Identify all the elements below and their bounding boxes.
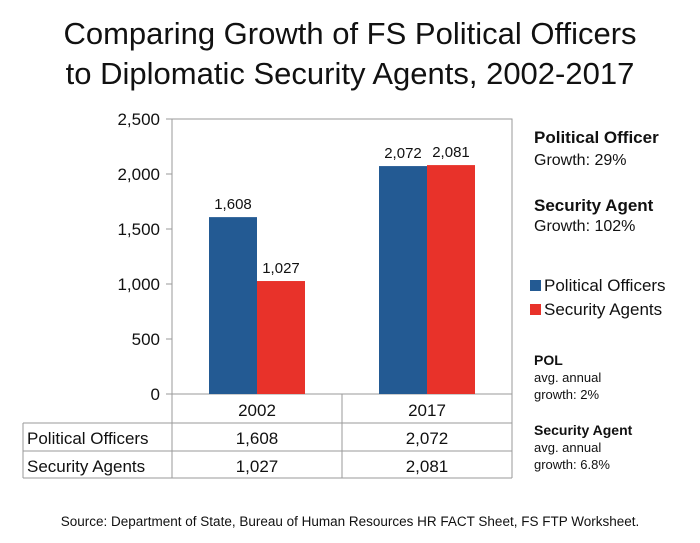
- bar-value-label: 1,027: [262, 260, 300, 277]
- table-cell: 1,027: [236, 457, 279, 476]
- y-tick-label: 2,000: [117, 165, 160, 184]
- legend-label-political-officers: Political Officers: [544, 276, 666, 295]
- x-category-label: 2002: [238, 401, 276, 420]
- bar-value-label: 2,081: [432, 144, 470, 161]
- legend-item-security-agents: Security Agents: [530, 300, 662, 320]
- legend-item-political-officers: Political Officers: [530, 276, 666, 296]
- table-row-label: Security Agents: [27, 457, 145, 476]
- political-officer-heading: Political Officer: [534, 128, 659, 147]
- bar-value-label: 1,608: [214, 196, 252, 213]
- data-table: 2002 2017 Political Officers 1,608 2,072 Secu…: [22, 394, 513, 479]
- security-annual-heading: Security Agent: [534, 422, 633, 438]
- y-tick-label: 1,500: [117, 220, 160, 239]
- pol-annual-line-1: avg. annual: [534, 370, 602, 385]
- chart-title-line-2: to Diplomatic Security Agents, 2002-2017: [65, 56, 635, 91]
- chart-bars: 1,608 1,027 2,072 2,081: [209, 144, 475, 394]
- security-annual-line-2: growth: 6.8%: [534, 457, 610, 472]
- bar: [257, 281, 305, 394]
- chart-axes: 0 500 1,000 1,500 2,000 2,500: [117, 110, 513, 404]
- y-tick-label: 0: [151, 385, 160, 404]
- table-cell: 2,072: [406, 429, 449, 448]
- chart-title: Comparing Growth of FS Political Officer…: [0, 14, 700, 94]
- political-officer-growth: Growth: 29%: [534, 152, 627, 169]
- y-tick-label: 500: [132, 330, 160, 349]
- security-annual-line-1: avg. annual: [534, 440, 602, 455]
- source-note: Source: Department of State, Bureau of H…: [60, 514, 640, 529]
- y-tick-label: 2,500: [117, 110, 160, 129]
- pol-annual-heading: POL: [534, 352, 563, 368]
- table-cell: 1,608: [236, 429, 279, 448]
- security-agent-heading: Security Agent: [534, 196, 654, 215]
- bar: [427, 165, 475, 394]
- bar: [209, 217, 257, 394]
- x-category-label: 2017: [408, 401, 446, 420]
- security-agent-growth: Growth: 102%: [534, 218, 636, 235]
- legend-label-security-agents: Security Agents: [544, 300, 663, 319]
- chart-title-line-1: Comparing Growth of FS Political Officer…: [63, 16, 637, 51]
- table-cell: 2,081: [406, 457, 449, 476]
- legend-swatch-political-officers: [530, 280, 541, 291]
- table-row-label: Political Officers: [27, 429, 149, 448]
- legend-swatch-security-agents: [530, 304, 541, 315]
- y-tick-label: 1,000: [117, 275, 160, 294]
- bar-value-label: 2,072: [384, 145, 422, 162]
- bar: [379, 166, 427, 394]
- pol-annual-line-2: growth: 2%: [534, 387, 600, 402]
